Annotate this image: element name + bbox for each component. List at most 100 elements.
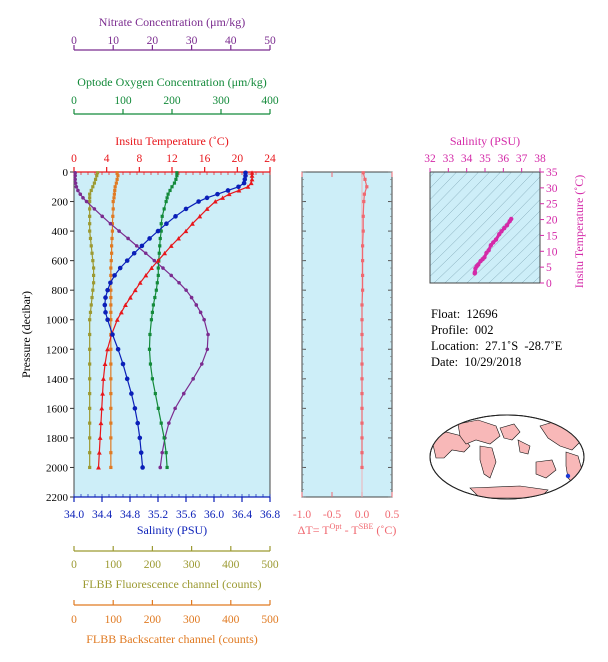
oxygen-point [154, 288, 158, 292]
temperature-point [183, 228, 189, 234]
dt-point [361, 259, 365, 263]
oxygen-point [174, 177, 178, 181]
nitrate-tick-label: 20 [147, 35, 159, 47]
ts-density-contours [430, 172, 540, 283]
nitrate-point [152, 258, 157, 263]
backscatter-point [109, 421, 113, 425]
float-location-marker [565, 473, 571, 479]
nitrate-point [74, 184, 79, 189]
temperature-point [132, 287, 138, 293]
oxygen-tick-label: 400 [261, 95, 279, 107]
float-id: Float: 12696 [431, 307, 498, 321]
nitrate-tick-label: 10 [107, 35, 119, 47]
ts-point [476, 262, 481, 267]
main-profile-plot: 0200400600800100012001400160018002000220… [19, 15, 280, 646]
backscatter-point [109, 273, 113, 278]
backscatter-point [112, 192, 116, 196]
ts-x-tick-label: 37 [516, 153, 528, 165]
fluorescence-point [88, 214, 92, 218]
nitrate-point [76, 188, 80, 193]
oxygen-tick-label: 0 [71, 95, 77, 107]
salinity-point [120, 361, 126, 367]
salinity-point [236, 184, 241, 190]
ts-density-contour [430, 172, 512, 256]
ts-x-tick-label: 35 [479, 153, 491, 165]
fluorescence-point [88, 318, 92, 322]
salinity-point [215, 191, 220, 197]
backscatter-point [115, 177, 119, 181]
salinity-point [103, 310, 108, 315]
salinity-point [147, 236, 152, 241]
dt-point [361, 288, 365, 292]
backscatter-tick-label: 500 [261, 614, 279, 626]
backscatter-tick-label: 400 [222, 614, 240, 626]
salinity-tick-label: 34.4 [92, 509, 112, 521]
ts-density-contour [499, 243, 540, 283]
salinity-tick-label: 34.8 [120, 509, 140, 521]
dt-axis-label-part: - T [342, 523, 360, 537]
map-outline [429, 414, 585, 500]
ts-x-tick-label: 36 [498, 153, 510, 165]
backscatter-tick-label: 300 [183, 614, 201, 626]
backscatter-point [115, 171, 119, 175]
map-continent [457, 419, 501, 445]
ts-y-tick-label: 25 [546, 199, 558, 211]
pressure-tick-label: 800 [52, 285, 69, 297]
backscatter-point [116, 174, 120, 178]
nitrate-point [81, 196, 85, 200]
nitrate-tick-label: 40 [225, 35, 237, 47]
nitrate-point [169, 273, 174, 278]
nitrate-point [143, 251, 148, 256]
ts-y-axis-label: Insitu Temperature (˚C) [572, 175, 586, 289]
nitrate-point [161, 266, 165, 270]
dt-x-tick-label: 0.5 [385, 509, 400, 521]
salinity-tick-label: 36.0 [204, 509, 224, 521]
salinity-point [124, 376, 130, 382]
fluorescence-tick-label: 100 [105, 559, 123, 571]
fluorescence-point [88, 465, 92, 470]
dt-point [361, 171, 365, 175]
dt-point [360, 406, 364, 410]
map-land [431, 419, 583, 499]
temperature-point [97, 435, 103, 440]
salinity-point [135, 420, 140, 426]
backscatter-point [109, 347, 113, 351]
ts-density-contour [430, 172, 501, 245]
oxygen-point [166, 192, 170, 196]
salinity-tick-label: 35.6 [176, 509, 196, 521]
backscatter-tick-label: 200 [144, 614, 162, 626]
nitrate-tick-label: 30 [186, 35, 198, 47]
nitrate-point [117, 229, 121, 233]
dt-background [302, 172, 392, 497]
map-continent [479, 445, 497, 479]
nitrate-point [73, 177, 77, 182]
ts-point [482, 255, 487, 260]
pressure-tick-label: 200 [52, 197, 69, 209]
backscatter-point [109, 318, 113, 322]
nitrate-point [134, 244, 139, 248]
dt-x-tick-label: -0.5 [323, 509, 341, 521]
temperature-point [220, 195, 226, 200]
salinity-point [102, 302, 108, 308]
oxygen-point [165, 196, 169, 200]
backscatter-point [109, 406, 113, 410]
fluorescence-point [88, 362, 92, 366]
dt-point [360, 465, 364, 470]
fluorescence-point [88, 391, 92, 396]
temperature-point [118, 309, 124, 315]
dt-point [361, 229, 365, 233]
fluorescence-tick-label: 300 [183, 559, 201, 571]
ts-point [493, 237, 499, 242]
dt-point [365, 185, 369, 189]
map-continent [517, 439, 531, 455]
fluorescence-point [88, 377, 92, 381]
salinity-point [117, 265, 123, 271]
nitrate-point [100, 214, 105, 219]
ts-density-contour [433, 176, 540, 283]
nitrate-point [205, 347, 210, 352]
oxygen-point [156, 406, 160, 410]
salinity-point [155, 228, 161, 234]
pressure-tick-label: 1400 [46, 374, 69, 386]
oxygen-point [172, 181, 177, 185]
ts-density-contour [510, 254, 540, 283]
